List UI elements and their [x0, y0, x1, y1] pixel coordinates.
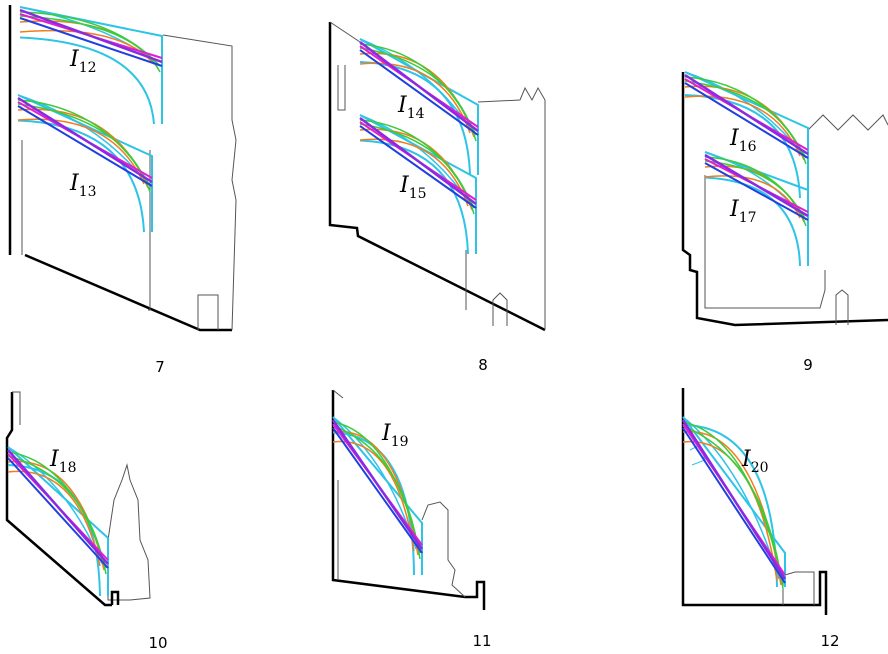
outline	[337, 65, 346, 111]
buttress-line	[359, 49, 479, 136]
wall	[331, 390, 486, 610]
panel-label: I15	[399, 173, 427, 202]
buttress-line	[682, 427, 786, 584]
outline	[107, 463, 151, 601]
buttress-line	[682, 421, 784, 584]
buttress-line	[684, 73, 809, 156]
buttress-line	[359, 125, 477, 209]
buttress-line	[359, 41, 479, 132]
buttress-line	[681, 419, 787, 580]
ground	[24, 253, 232, 332]
outline	[492, 292, 508, 326]
label-base: I	[69, 171, 80, 196]
panel-number: 12	[820, 632, 839, 650]
buttress-line	[7, 449, 109, 565]
buttress-line	[17, 94, 153, 232]
panel-label: I12	[69, 47, 97, 76]
buttress-line	[7, 460, 105, 571]
panel-number: 7	[155, 358, 165, 376]
outline	[784, 571, 815, 605]
label-sub: 16	[739, 139, 757, 155]
label-base: I	[729, 126, 740, 151]
panel-label: I18	[49, 447, 77, 476]
label-base: I	[399, 173, 410, 198]
wall	[110, 590, 120, 605]
outline	[807, 114, 888, 131]
panel-label: I13	[69, 171, 97, 200]
outline	[332, 389, 344, 399]
panel-number: 11	[472, 632, 491, 650]
label-sub: 12	[79, 60, 97, 76]
outline	[162, 34, 237, 331]
buttresses	[7, 6, 809, 597]
label-base: I	[381, 421, 392, 446]
outline	[421, 501, 466, 598]
label-sub: 13	[79, 184, 97, 200]
buttress-line	[359, 116, 477, 206]
wall	[681, 72, 888, 327]
panel-label: I17	[729, 197, 757, 226]
label-sub: 17	[739, 210, 757, 226]
buttress-line	[684, 71, 809, 198]
wall	[328, 22, 546, 332]
wall	[5, 392, 112, 607]
label-sub: 19	[391, 434, 409, 450]
buttress-line	[19, 11, 161, 67]
label-base: I	[69, 47, 80, 72]
panel-label: I19	[381, 421, 409, 450]
outline	[197, 294, 219, 330]
buttress-line	[704, 151, 809, 266]
label-sub: 18	[59, 460, 77, 476]
outline	[835, 289, 849, 325]
label-base: I	[49, 447, 60, 472]
label-sub: 14	[407, 106, 425, 122]
outline	[12, 391, 21, 425]
wall	[681, 388, 828, 615]
buttress-line	[331, 419, 424, 550]
buttress-line	[19, 36, 155, 125]
buttress-line	[332, 427, 423, 554]
label-base: I	[741, 447, 752, 472]
label-base: I	[729, 197, 740, 222]
buttress-line	[359, 52, 475, 138]
buttress-line	[682, 425, 784, 590]
outline	[148, 150, 151, 311]
buttress-line	[17, 96, 153, 184]
panel-number: 10	[148, 634, 167, 652]
label-base: I	[397, 93, 408, 118]
panel-number: 9	[803, 356, 813, 374]
panel-label: I14	[397, 93, 425, 122]
buttress-line	[682, 416, 786, 587]
outline	[704, 175, 826, 309]
buttress-line	[704, 162, 809, 221]
outlines	[5, 5, 888, 615]
label-sub: 15	[409, 186, 427, 202]
buttress-line	[19, 17, 163, 67]
label-sub: 20	[751, 460, 769, 476]
outline	[329, 21, 361, 43]
buttress-line	[704, 153, 809, 218]
buttress-line	[332, 416, 423, 575]
buttress-line	[19, 8, 163, 64]
buttress-line	[704, 160, 807, 227]
buttress-line	[17, 105, 153, 187]
outline	[477, 86, 546, 330]
buttress-line	[359, 114, 477, 254]
panel-label: I16	[729, 126, 757, 155]
buttress-line	[684, 82, 809, 159]
panel-number: 8	[478, 356, 488, 374]
buttress-line	[359, 38, 479, 175]
buttress-line	[7, 446, 109, 596]
buttress-line	[7, 457, 109, 569]
panel-label: I20	[741, 447, 769, 476]
